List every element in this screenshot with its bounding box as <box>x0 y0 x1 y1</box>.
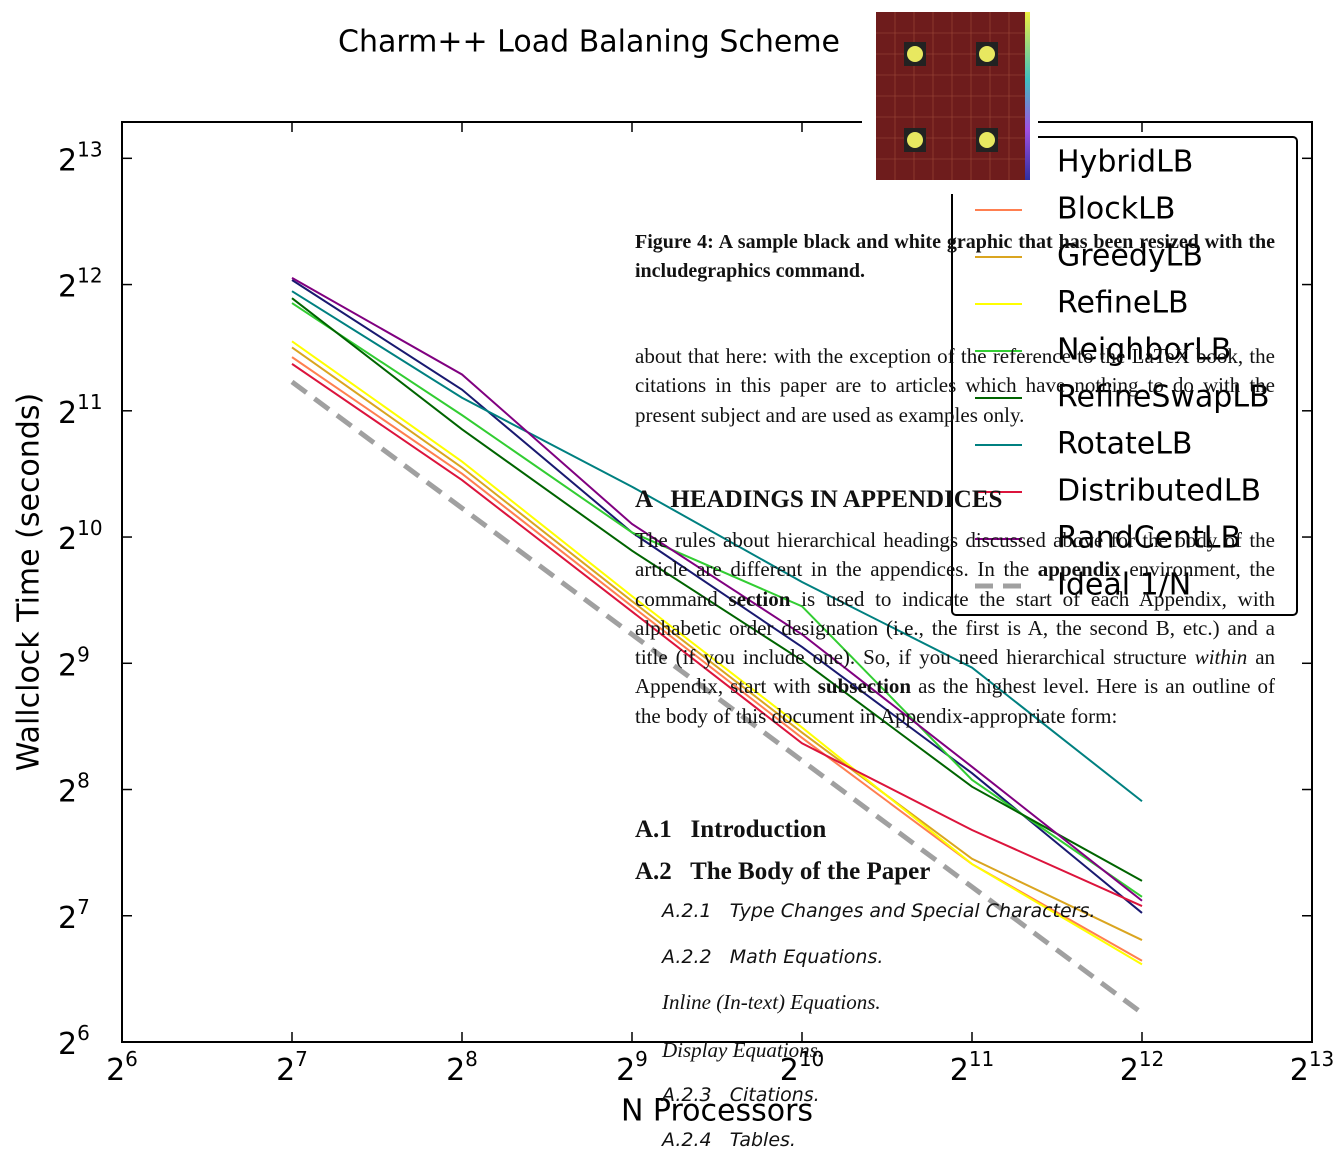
y-tick-label: 211 <box>58 390 103 431</box>
paragraph-heading: Display Equations. <box>662 1038 823 1062</box>
heading: A HEADINGS IN APPENDICES <box>635 486 1003 513</box>
text: subsection <box>817 674 912 699</box>
legend-label: BlockLB <box>1057 192 1175 227</box>
text: The rules about hierarchical headings di… <box>635 528 1275 582</box>
legend-label: RefineSwapLB <box>1057 380 1270 415</box>
x-tick-label: 210 <box>780 1047 825 1088</box>
x-tick-label: 212 <box>1120 1047 1165 1088</box>
x-axis-label: N Processors <box>621 1094 813 1129</box>
y-tick-label: 210 <box>58 516 103 557</box>
paragraph-heading: Inline (In-text) Equations. <box>662 990 881 1014</box>
line <box>291 290 1143 803</box>
x-tick-label: 27 <box>276 1047 308 1088</box>
subsubheading: A.2.3 Citations. <box>662 1084 820 1106</box>
subheading: A.1 Introduction <box>635 816 827 843</box>
text: as the highest level. Here is an outline… <box>635 674 1275 728</box>
y-tick-label: 26 <box>58 1021 90 1062</box>
text: environment, the command <box>635 557 1275 611</box>
x-tick-label: 29 <box>616 1047 648 1088</box>
legend-label: HybridLB <box>1057 145 1193 180</box>
line <box>291 297 1143 882</box>
legend-label: NeighborLB <box>1057 333 1231 368</box>
text: section <box>728 586 791 611</box>
text: appendix <box>1037 557 1121 582</box>
figure-caption: Figure 4: A sample black and white graph… <box>635 231 1275 283</box>
y-axis-label: Wallclock Time (seconds) <box>12 393 47 771</box>
x-tick-label: 211 <box>950 1047 995 1088</box>
legend-label: RotateLB <box>1057 427 1193 462</box>
legend-label: RandCentLB <box>1057 521 1241 556</box>
legend: HybridLB BlockLB GreedyLB RefineLB NeighborL… <box>951 136 1298 616</box>
text: an Appendix, start with <box>635 645 1276 699</box>
chart-title: Charm++ Load Balaning Scheme <box>338 25 840 60</box>
subheading: A.2 The Body of the Paper <box>635 858 931 885</box>
line <box>291 340 1143 966</box>
subsubheading: A.2.2 Math Equations. <box>662 946 884 968</box>
line <box>291 363 1143 907</box>
line <box>291 279 1143 914</box>
x-tick-label: 213 <box>1290 1047 1335 1088</box>
paragraph: The rules about hierarchical headings di… <box>635 526 1275 731</box>
legend-label: Ideal 1/N <box>1057 568 1191 603</box>
y-tick-label: 213 <box>58 137 103 178</box>
legend-label: RefineLB <box>1057 286 1189 321</box>
line <box>290 379 1144 1016</box>
legend-box <box>951 136 1298 616</box>
y-tick-label: 27 <box>58 895 90 936</box>
text: is used to indicate the start of each Ap… <box>635 586 1275 670</box>
subsubheading: A.2.1 Type Changes and Special Character… <box>662 900 1096 922</box>
subsubheading: A.2.4 Tables. <box>662 1129 796 1149</box>
paragraph: about that here: with the exception of t… <box>635 344 1275 427</box>
legend-label: GreedyLB <box>1057 239 1203 274</box>
plot-frame <box>121 121 1313 1043</box>
line <box>291 302 1143 898</box>
legend-label: DistributedLB <box>1057 474 1261 509</box>
x-tick-label: 28 <box>446 1047 478 1088</box>
y-tick-label: 29 <box>58 642 90 683</box>
text: within <box>1194 645 1248 670</box>
line <box>291 346 1143 941</box>
y-tick-label: 28 <box>58 769 90 810</box>
y-tick-label: 212 <box>58 264 103 305</box>
inset-image <box>862 8 1038 194</box>
x-tick-label: 26 <box>106 1047 138 1088</box>
line <box>291 276 1143 902</box>
